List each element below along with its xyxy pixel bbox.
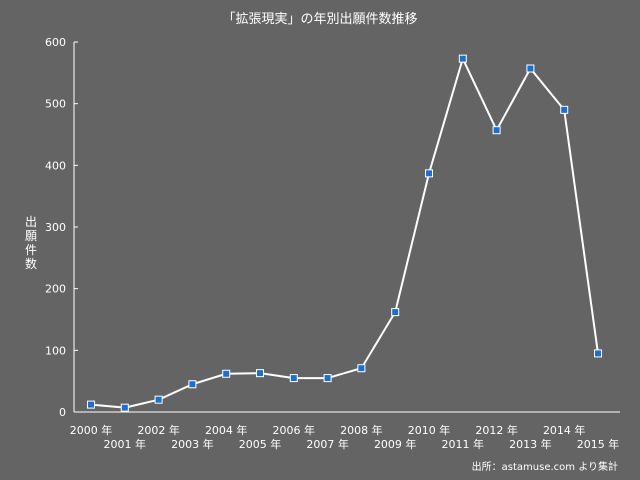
y-tick-label: 100 [45, 344, 66, 357]
y-tick-label: 600 [45, 36, 66, 49]
y-tick-labels: 0 100 200 300 400 500 600 [45, 36, 66, 419]
x-tick-label: 2014 年 [543, 423, 586, 437]
y-axis-label-char: 出 [25, 215, 37, 229]
y-tick-label: 0 [59, 406, 66, 419]
y-axis-label-char: 願 [25, 229, 37, 243]
data-point-marker [458, 54, 467, 63]
data-point-marker [425, 169, 433, 178]
data-point-marker [357, 364, 366, 373]
x-tick-label: 2012 年 [475, 423, 518, 437]
x-tick-label: 2005 年 [239, 437, 282, 451]
axes [73, 41, 620, 413]
y-axis-label-char: 数 [25, 256, 37, 271]
source-note: 出所：astamuse.com より集計 [472, 460, 618, 473]
y-axis-label: 出願件数 [25, 215, 37, 271]
x-tick-label: 2010 年 [408, 423, 451, 437]
x-tick-label: 2006 年 [273, 423, 316, 437]
x-tick-label: 2011 年 [442, 437, 485, 451]
data-point-marker [87, 400, 95, 409]
data-point-marker [289, 374, 298, 383]
y-tick-label: 300 [45, 221, 66, 234]
chart-title: 「拡張現実」の年別出願件数推移 [222, 11, 417, 27]
x-tick-label: 2008 年 [340, 423, 383, 437]
data-point-marker [594, 349, 602, 358]
data-point-marker [154, 395, 163, 404]
data-point-marker [391, 308, 400, 317]
x-tick-label: 2000 年 [70, 423, 113, 437]
data-point-marker [188, 380, 197, 389]
y-tick-label: 400 [45, 159, 66, 172]
x-tick-label: 2001 年 [104, 437, 147, 451]
y-axis-label-char: 件 [25, 243, 37, 257]
data-point-marker [222, 369, 231, 378]
y-tick-label: 500 [45, 98, 66, 111]
data-point-marker [526, 64, 535, 73]
data-point-marker [492, 126, 501, 135]
x-tick-label: 2015 年 [577, 437, 620, 451]
data-point-marker [323, 374, 332, 383]
data-point-marker [256, 369, 264, 378]
x-tick-label: 2013 年 [509, 437, 552, 451]
x-tick-label: 2007 年 [306, 437, 349, 451]
y-tick-label: 200 [45, 283, 66, 296]
x-tick-label: 2003 年 [171, 437, 214, 451]
series-markers [87, 54, 602, 412]
data-point-marker [560, 105, 569, 114]
x-tick-label: 2004 年 [205, 423, 248, 437]
data-point-marker [120, 403, 129, 412]
series-line [90, 57, 599, 409]
x-tick-label: 2002 年 [137, 423, 180, 437]
x-tick-label: 2009 年 [374, 437, 417, 451]
